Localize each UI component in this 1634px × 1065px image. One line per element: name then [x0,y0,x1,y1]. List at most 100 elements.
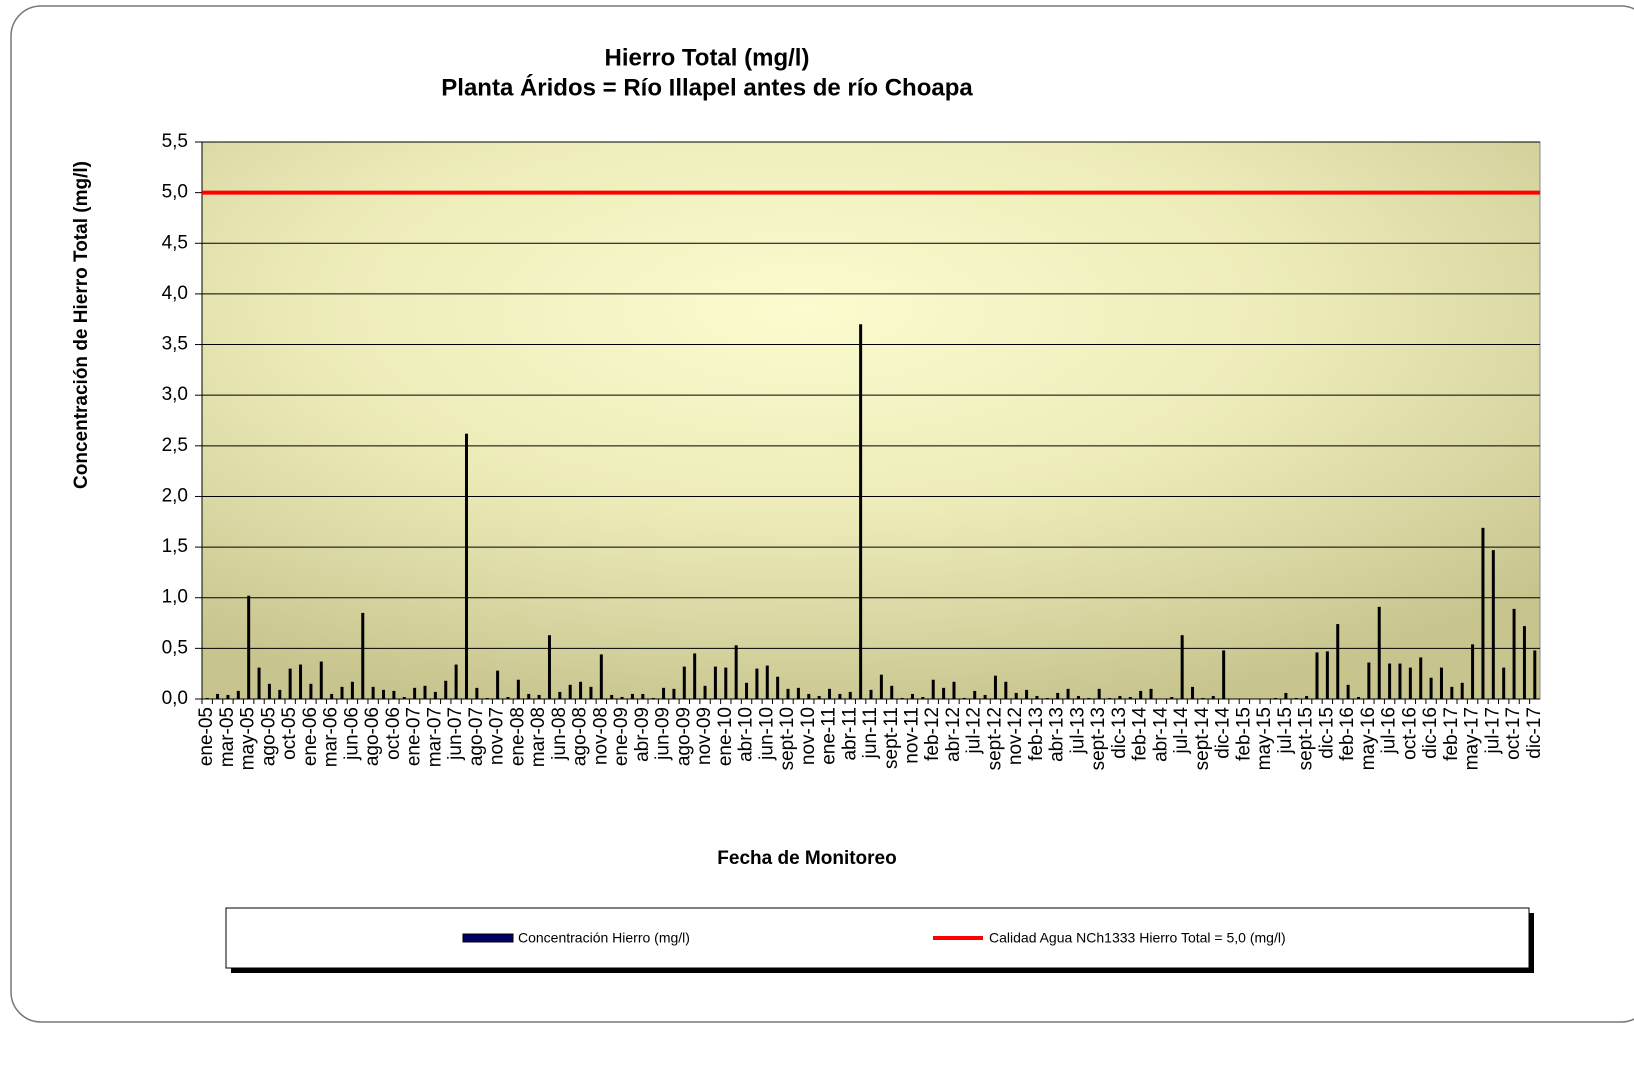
x-tick-label: jul-17 [1482,707,1503,754]
bar [900,697,904,699]
bar [1170,696,1174,699]
x-tick-label: jul-14 [1171,707,1192,755]
bar [828,688,832,699]
bar [247,595,251,699]
x-tick-label: mar-07 [424,707,445,767]
x-tick-label: abr-13 [1047,707,1068,762]
x-tick-label: ago-05 [258,707,279,766]
bar [942,687,946,699]
x-tick-label: sept-13 [1088,707,1109,770]
bar [1450,686,1454,699]
bar [931,679,935,699]
bar [1388,663,1392,699]
bar [547,635,551,699]
bar [350,681,354,699]
bar [1097,688,1101,699]
x-tick-label: ago-09 [673,707,694,766]
bar [1014,692,1018,699]
bar [485,697,489,699]
bar [682,666,686,699]
bar [568,684,572,699]
x-tick-label: dic-15 [1316,707,1337,759]
x-tick-label: jun-10 [756,707,777,761]
bar [755,668,759,699]
bar [1325,651,1329,699]
bar [309,683,313,699]
x-tick-label: sept-14 [1192,707,1213,771]
bar [257,667,261,699]
bar [423,685,427,699]
bar [734,645,738,699]
x-tick-label: jun-08 [549,707,570,761]
bar [402,696,406,699]
x-tick-label: oct-06 [383,707,404,760]
x-tick-label: jun-07 [445,707,466,761]
bar [1201,697,1205,699]
x-tick-label: may-15 [1254,707,1275,770]
bar [444,680,448,699]
bar [1128,696,1132,699]
bar [620,696,624,699]
x-tick-label: may-05 [238,707,259,770]
bar [589,686,593,699]
bar [641,693,645,699]
y-tick-label: 5,5 [162,131,188,152]
bar [1533,650,1537,699]
bar [1056,692,1060,699]
y-tick-label: 1,0 [162,587,188,608]
x-tick-label: jul-13 [1067,707,1088,754]
bar [693,653,697,699]
bar [599,654,603,699]
bar [527,693,531,699]
y-tick-label: 0,0 [162,688,188,709]
bar [475,687,479,699]
x-tick-label: abr-10 [736,707,757,762]
bar [1398,663,1402,699]
x-tick-label: oct-17 [1503,707,1524,760]
bar [464,433,468,699]
x-tick-label: ene-05 [196,707,217,766]
x-tick-label: nov-07 [487,707,508,765]
bar [869,689,873,699]
plot-area [201,141,1541,700]
bar [776,676,780,699]
bar [890,685,894,699]
x-tick-label: jun-06 [341,707,362,761]
bar [724,667,728,699]
bar [1471,644,1475,699]
x-tick-label: nov-12 [1005,707,1026,765]
bar [413,687,417,699]
x-tick-label: may-17 [1462,707,1483,770]
x-tick-label: feb-12 [922,707,943,761]
y-tick-label: 2,0 [162,485,188,506]
bar [454,664,458,699]
x-tick-label: ene-06 [300,707,321,766]
bar [579,681,583,699]
bar [267,683,271,699]
x-tick-label: oct-16 [1399,707,1420,760]
bar [226,694,230,699]
x-tick-label: nov-11 [902,707,923,764]
bar [1191,686,1195,699]
bar [537,694,541,699]
bar [205,697,209,699]
x-tick-label: may-16 [1358,707,1379,770]
x-tick-label: jul-16 [1379,707,1400,754]
y-axis-title: Concentración de Hierro Total (mg/l) [71,161,92,489]
bar [952,681,956,699]
bar [319,661,323,699]
bar [1211,695,1215,699]
bar [1419,657,1423,699]
bar [1025,689,1029,699]
bar [382,689,386,699]
y-tick-label: 4,0 [162,283,188,304]
bar [1439,667,1443,699]
x-axis-title: Fecha de Monitoreo [717,848,896,869]
bar [662,687,666,699]
x-tick-label: ago-08 [570,707,591,766]
bar [703,685,707,699]
bar [288,668,292,699]
x-tick-label: feb-17 [1441,707,1462,761]
bar [1149,688,1153,699]
